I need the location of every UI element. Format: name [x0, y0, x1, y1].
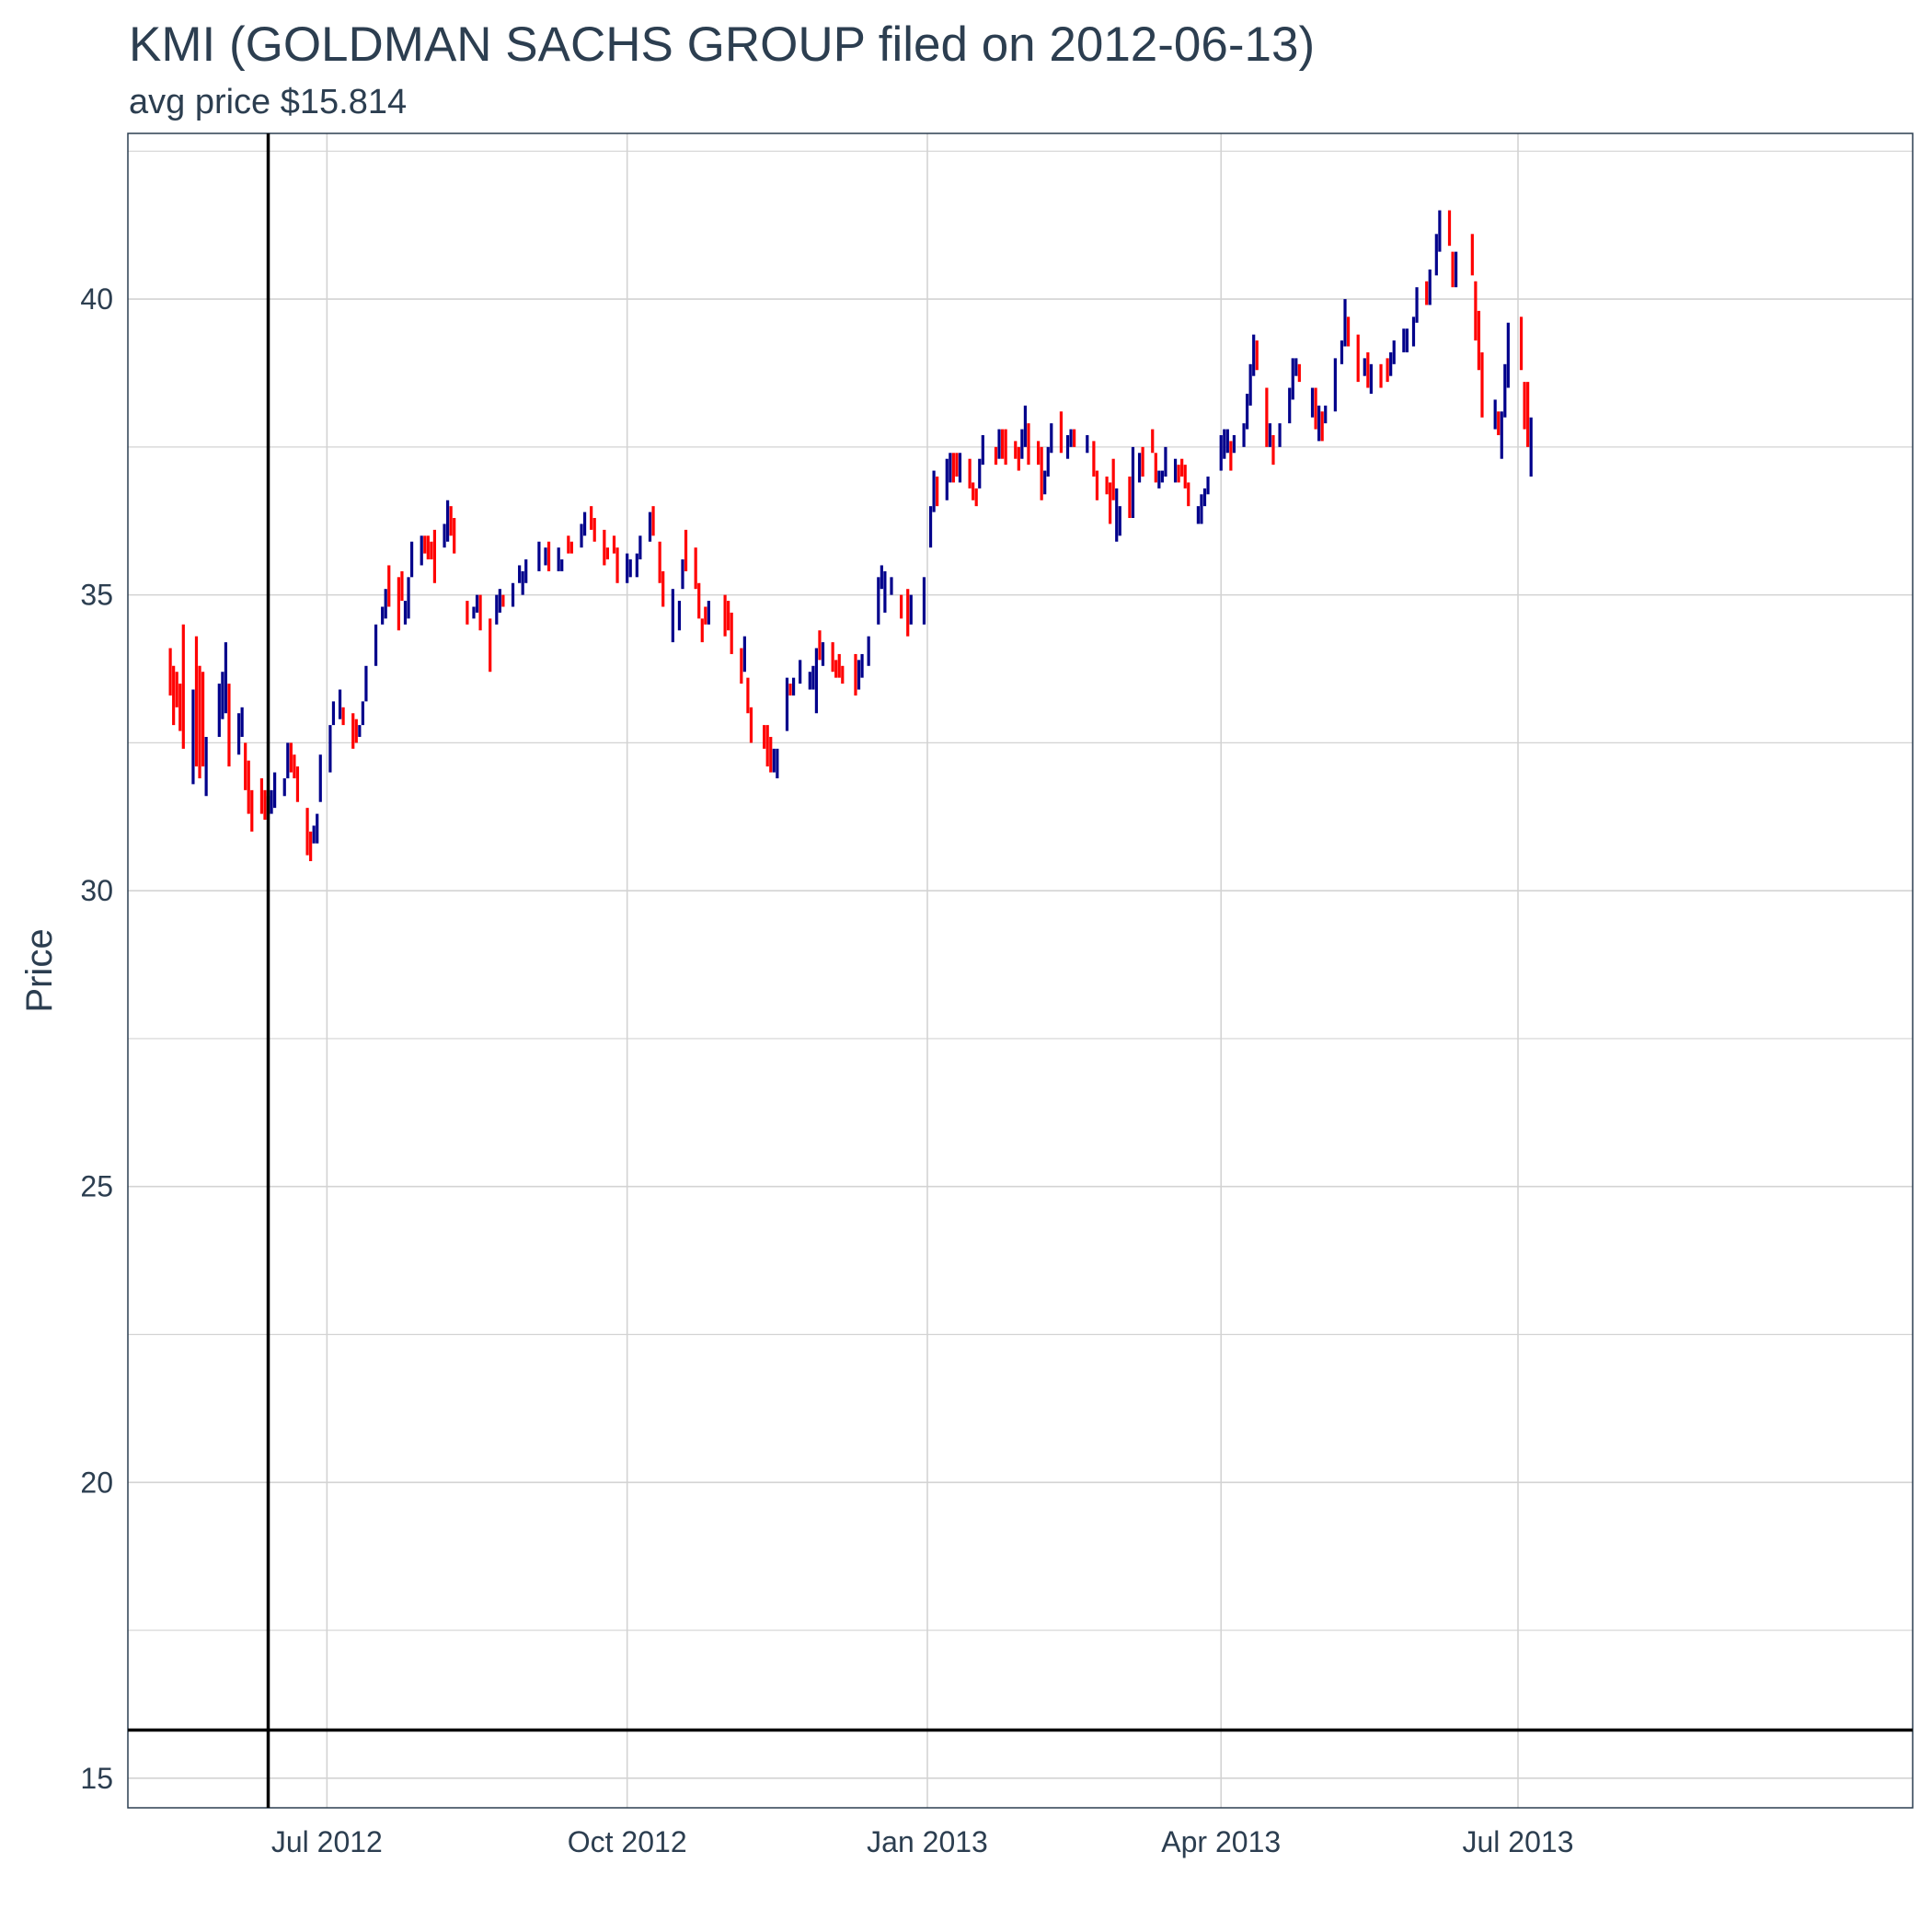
plot-frame: [127, 132, 1914, 1809]
x-tick-label: Apr 2013: [1161, 1825, 1281, 1858]
y-tick-label: 30: [80, 874, 113, 907]
reference-lines: [128, 133, 1913, 1808]
y-tick-label: 25: [80, 1170, 113, 1203]
grid-lines: [128, 133, 1913, 1808]
axis-ticks: 15 20 25 30 35 40 Jul 2012 Oct 2012 Jan 2013 Apr …: [80, 282, 1573, 1858]
ohlc-bars: [168, 210, 1533, 862]
y-axis-label: Price: [19, 928, 60, 1012]
chart-subtitle: avg price $15.814: [129, 83, 408, 121]
x-tick-label: Jul 2013: [1463, 1825, 1574, 1858]
chart-title: KMI (GOLDMAN SACHS GROUP filed on 2012-0…: [129, 17, 1316, 72]
x-tick-label: Jan 2013: [867, 1825, 988, 1858]
x-tick-label: Oct 2012: [568, 1825, 687, 1858]
y-tick-label: 35: [80, 579, 113, 612]
y-tick-label: 20: [80, 1466, 113, 1499]
x-tick-label: Jul 2012: [271, 1825, 383, 1858]
y-tick-label: 40: [80, 282, 113, 316]
y-tick-label: 15: [80, 1762, 113, 1795]
